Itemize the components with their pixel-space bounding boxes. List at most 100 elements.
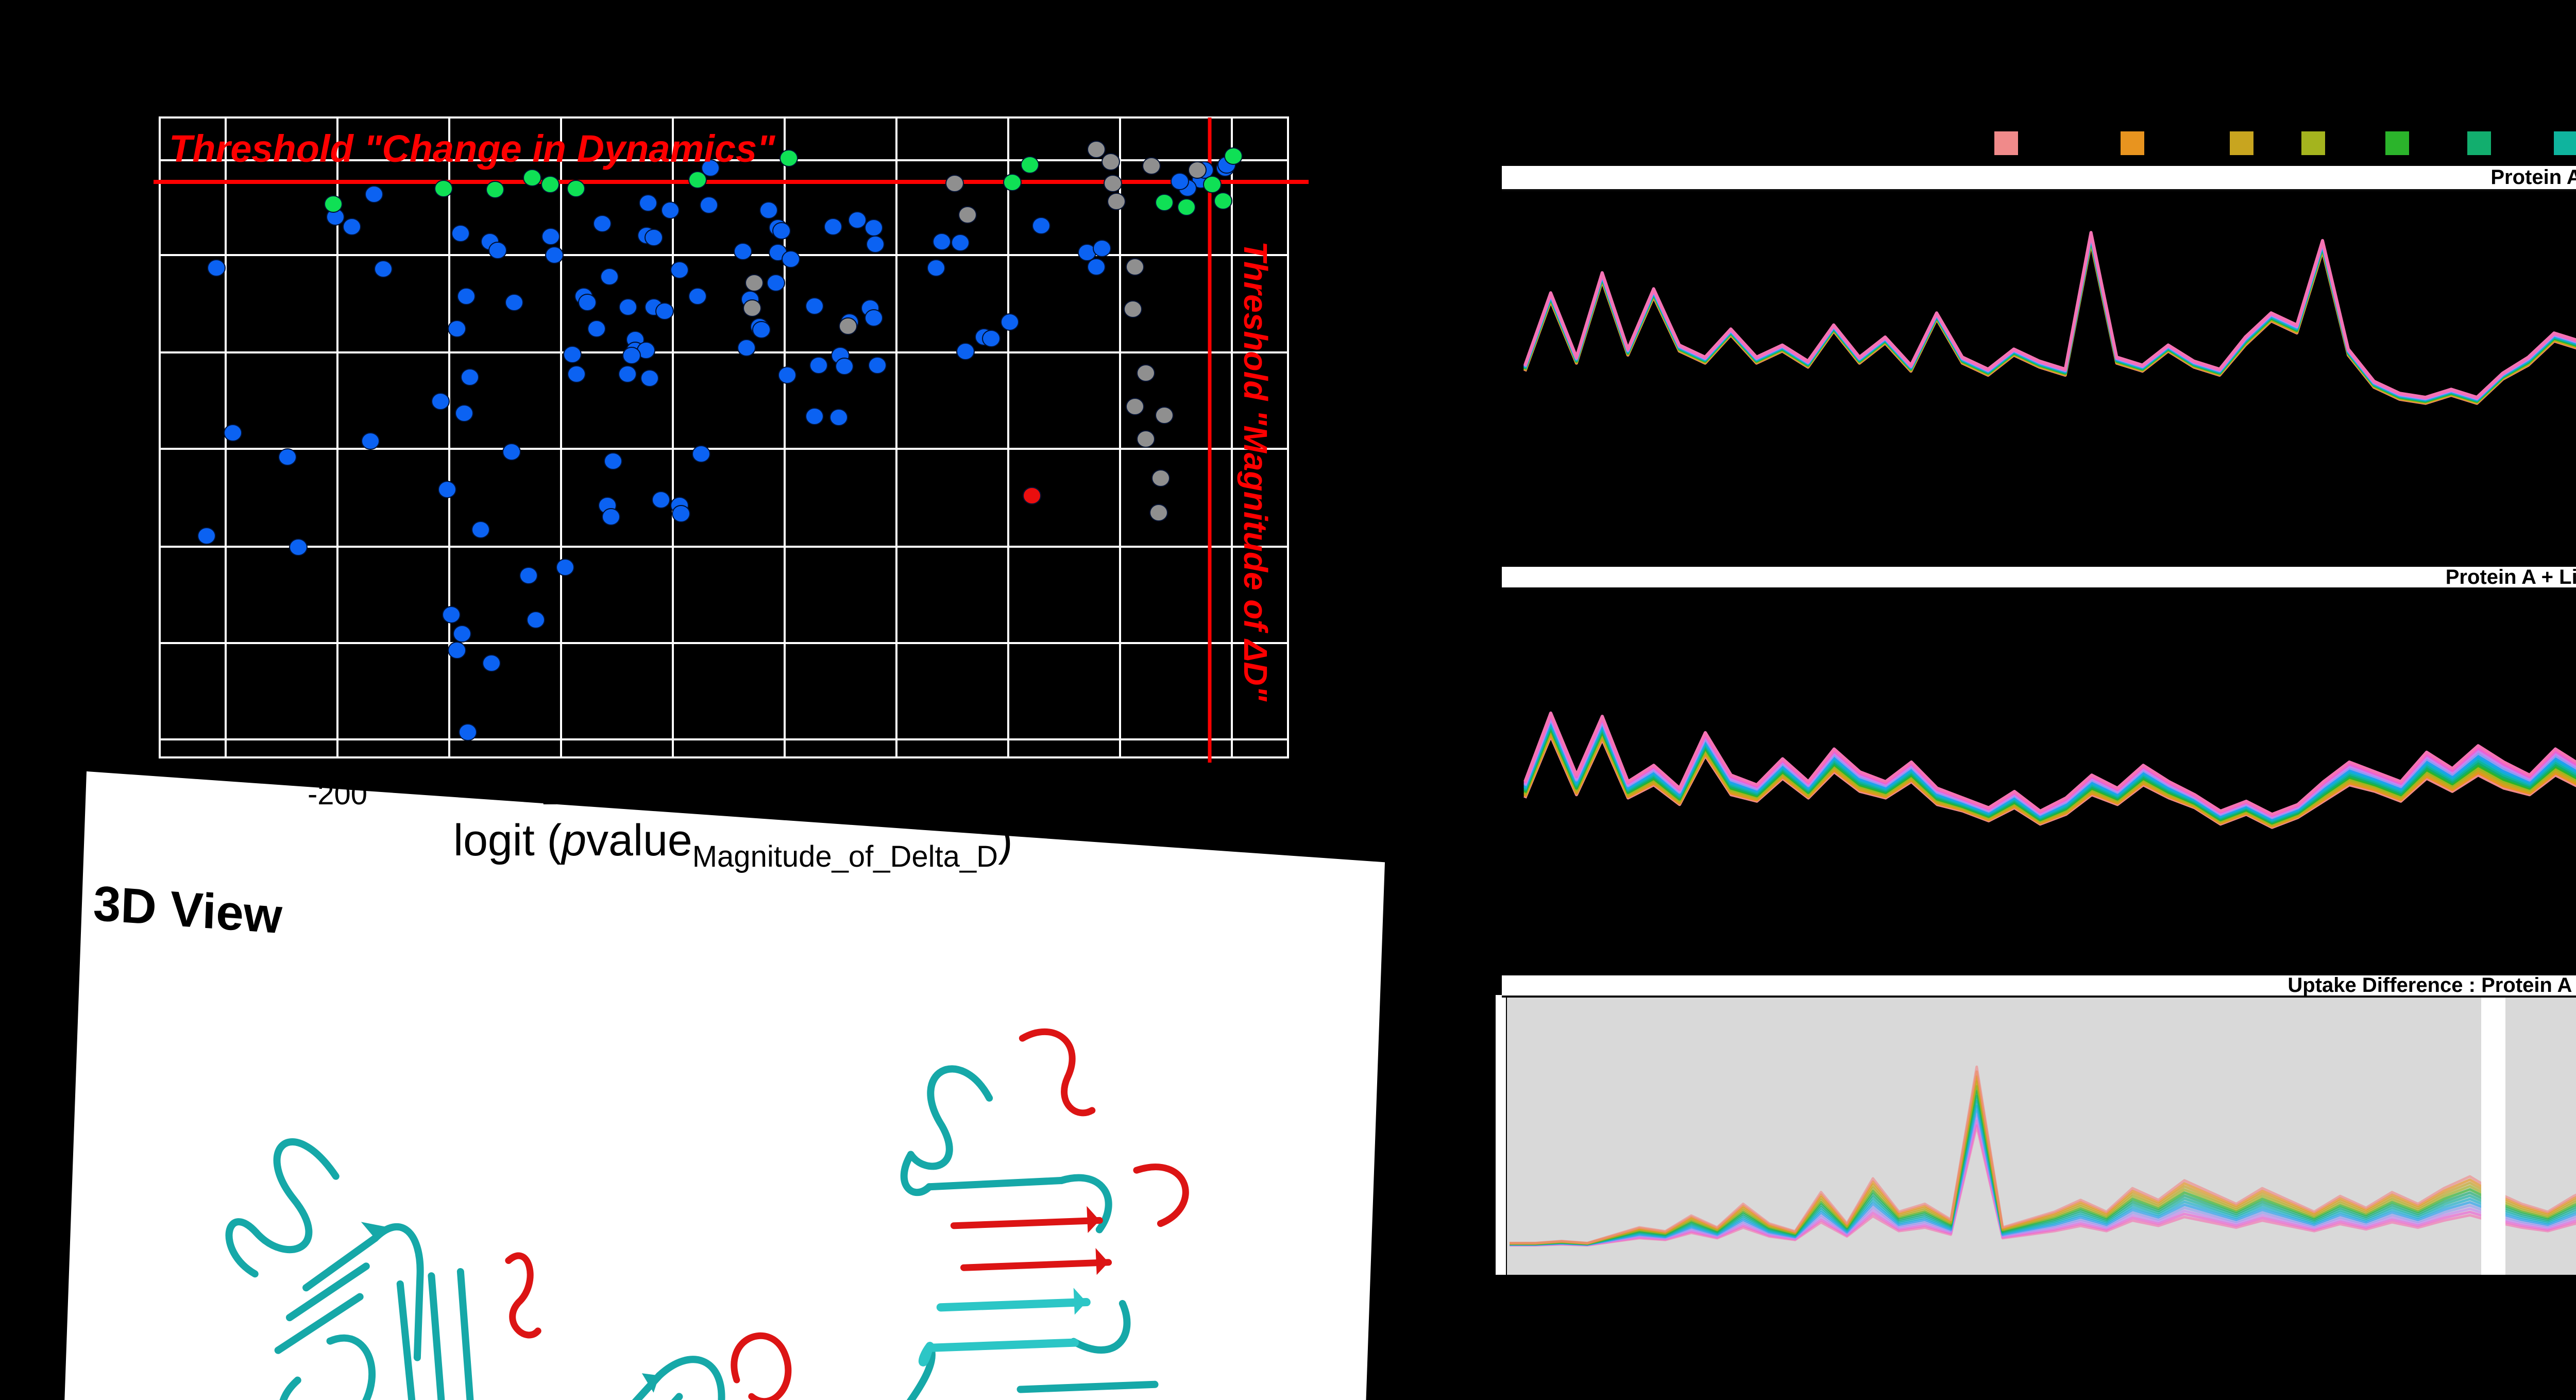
volcano-point-blue[interactable]	[505, 294, 523, 311]
volcano-point-gray[interactable]	[1137, 364, 1155, 382]
volcano-point-blue[interactable]	[767, 274, 785, 292]
volcano-point-green[interactable]	[567, 180, 585, 197]
volcano-point-blue[interactable]	[805, 297, 824, 315]
volcano-point-blue[interactable]	[527, 611, 545, 629]
legend-swatch-6[interactable]	[2467, 131, 2491, 155]
volcano-point-blue[interactable]	[752, 321, 771, 339]
volcano-point-blue[interactable]	[868, 357, 887, 374]
volcano-point-blue[interactable]	[700, 196, 718, 214]
volcano-point-blue[interactable]	[824, 218, 842, 235]
volcano-point-blue[interactable]	[809, 357, 828, 374]
volcano-point-blue[interactable]	[639, 194, 657, 212]
volcano-point-blue[interactable]	[933, 233, 951, 250]
volcano-point-blue[interactable]	[343, 218, 361, 235]
volcano-point-blue[interactable]	[453, 625, 471, 643]
volcano-point-green[interactable]	[779, 149, 798, 167]
volcano-point-blue[interactable]	[197, 527, 216, 545]
volcano-point-blue[interactable]	[567, 365, 586, 383]
volcano-point-blue[interactable]	[457, 288, 476, 305]
volcano-point-blue[interactable]	[737, 339, 756, 357]
volcano-point-blue[interactable]	[956, 343, 975, 360]
volcano-point-blue[interactable]	[365, 185, 383, 203]
volcano-point-blue[interactable]	[482, 654, 501, 672]
volcano-point-blue[interactable]	[782, 250, 800, 268]
volcano-point-blue[interactable]	[545, 246, 564, 264]
volcano-point-blue[interactable]	[556, 559, 574, 576]
volcano-point-blue[interactable]	[224, 424, 242, 442]
volcano-point-green[interactable]	[1203, 176, 1222, 193]
volcano-point-blue[interactable]	[805, 408, 824, 425]
volcano-point-blue[interactable]	[866, 235, 885, 253]
volcano-point-blue[interactable]	[289, 538, 308, 556]
legend-swatch-3[interactable]	[2230, 131, 2253, 155]
volcano-point-gray[interactable]	[1126, 398, 1144, 415]
legend-swatch-5[interactable]	[2385, 131, 2409, 155]
volcano-point-blue[interactable]	[374, 260, 393, 278]
volcano-point-green[interactable]	[486, 181, 504, 198]
volcano-point-gray[interactable]	[1124, 300, 1142, 318]
legend-swatch-4[interactable]	[2301, 131, 2325, 155]
legend-swatch-1[interactable]	[1994, 131, 2018, 155]
volcano-point-blue[interactable]	[488, 242, 507, 259]
volcano-point-blue[interactable]	[459, 723, 477, 741]
volcano-point-blue[interactable]	[734, 243, 752, 260]
volcano-point-blue[interactable]	[451, 225, 470, 242]
volcano-point-blue[interactable]	[563, 346, 582, 363]
volcano-point-blue[interactable]	[361, 432, 380, 450]
volcano-point-green[interactable]	[1224, 147, 1243, 165]
volcano-point-green[interactable]	[1021, 156, 1039, 174]
volcano-point-blue[interactable]	[1087, 258, 1106, 276]
volcano-point-gray[interactable]	[1104, 175, 1122, 192]
volcano-point-blue[interactable]	[1001, 313, 1019, 331]
volcano-point-blue[interactable]	[502, 443, 521, 461]
volcano-point-blue[interactable]	[593, 215, 612, 232]
volcano-point-blue[interactable]	[927, 259, 945, 277]
volcano-point-gray[interactable]	[1155, 407, 1174, 424]
volcano-point-gray[interactable]	[839, 317, 857, 335]
volcano-point-gray[interactable]	[743, 299, 761, 317]
volcano-point-green[interactable]	[434, 180, 453, 197]
volcano-point-blue[interactable]	[604, 452, 622, 470]
volcano-point-blue[interactable]	[431, 393, 450, 410]
volcano-point-green[interactable]	[1177, 198, 1196, 216]
volcano-point-blue[interactable]	[688, 288, 707, 305]
volcano-point-red[interactable]	[1023, 487, 1041, 504]
volcano-point-blue[interactable]	[541, 228, 560, 245]
legend-swatch-2[interactable]	[2121, 131, 2144, 155]
volcano-point-blue[interactable]	[829, 409, 848, 426]
volcano-point-gray[interactable]	[1149, 504, 1168, 521]
volcano-point-blue[interactable]	[471, 521, 490, 538]
volcano-point-blue[interactable]	[622, 347, 641, 364]
volcano-point-blue[interactable]	[640, 369, 659, 387]
volcano-point-green[interactable]	[1155, 194, 1174, 211]
legend-swatch-7[interactable]	[2554, 131, 2576, 155]
volcano-point-blue[interactable]	[655, 302, 674, 320]
volcano-point-gray[interactable]	[745, 274, 764, 292]
volcano-point-blue[interactable]	[982, 330, 1001, 347]
volcano-point-blue[interactable]	[661, 201, 680, 219]
volcano-point-blue[interactable]	[778, 366, 796, 384]
volcano-point-green[interactable]	[1214, 192, 1232, 210]
volcano-point-gray[interactable]	[958, 206, 977, 224]
volcano-point-blue[interactable]	[759, 201, 778, 219]
volcano-point-blue[interactable]	[602, 508, 620, 526]
volcano-point-blue[interactable]	[672, 505, 690, 522]
volcano-point-green[interactable]	[1003, 174, 1022, 191]
volcano-point-blue[interactable]	[670, 261, 689, 279]
volcano-point-blue[interactable]	[619, 298, 637, 316]
volcano-point-blue[interactable]	[448, 642, 466, 659]
volcano-point-gray[interactable]	[945, 175, 964, 192]
volcano-point-blue[interactable]	[278, 448, 297, 466]
volcano-point-gray[interactable]	[1087, 141, 1106, 158]
volcano-point-blue[interactable]	[207, 259, 226, 277]
volcano-point-blue[interactable]	[587, 320, 606, 338]
volcano-point-blue[interactable]	[448, 320, 466, 338]
volcano-point-blue[interactable]	[455, 404, 473, 422]
volcano-point-blue[interactable]	[618, 365, 637, 383]
volcano-point-blue[interactable]	[652, 491, 670, 509]
volcano-point-gray[interactable]	[1137, 430, 1155, 448]
volcano-point-blue[interactable]	[692, 445, 710, 463]
volcano-point-gray[interactable]	[1126, 258, 1144, 276]
volcano-point-blue[interactable]	[865, 309, 883, 327]
